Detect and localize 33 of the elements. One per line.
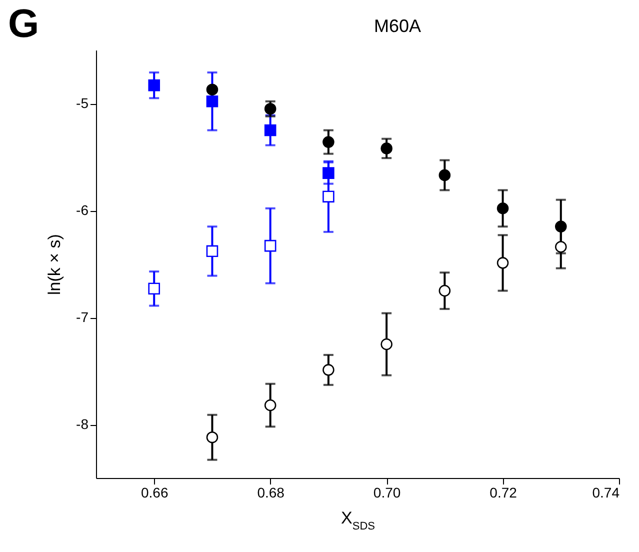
- point: [148, 282, 160, 295]
- point: [206, 84, 218, 96]
- point: [438, 169, 451, 182]
- point: [438, 284, 451, 297]
- text: G: [8, 2, 40, 46]
- point: [206, 245, 218, 258]
- point: [380, 142, 392, 154]
- point: [322, 136, 334, 148]
- y-tick-label: -6: [76, 202, 89, 218]
- point: [206, 431, 218, 444]
- point: [206, 95, 218, 108]
- point: [148, 79, 160, 92]
- point: [322, 364, 334, 376]
- point: [554, 240, 567, 253]
- point: [496, 202, 509, 214]
- y-tick-label: -8: [76, 416, 89, 432]
- x-tick-label: 0.72: [490, 484, 518, 500]
- point: [496, 257, 509, 269]
- point: [264, 124, 276, 136]
- y-axis-title: ln(k × s): [45, 234, 64, 295]
- chart-title: M60A: [374, 16, 422, 36]
- x-tick-label: 0.70: [373, 484, 401, 500]
- point: [264, 102, 276, 115]
- x-tick-label: 0.68: [257, 484, 285, 500]
- x-tick-label: 0.66: [140, 484, 168, 500]
- point: [264, 240, 276, 252]
- y-tick-label: -7: [76, 309, 89, 325]
- point: [264, 399, 276, 412]
- y-tick-label: -5: [76, 95, 89, 111]
- x-axis-title: X$_{SDS}$: [341, 508, 375, 532]
- x-tick-label: 0.74: [592, 484, 620, 500]
- point: [322, 190, 334, 202]
- point: [380, 338, 392, 350]
